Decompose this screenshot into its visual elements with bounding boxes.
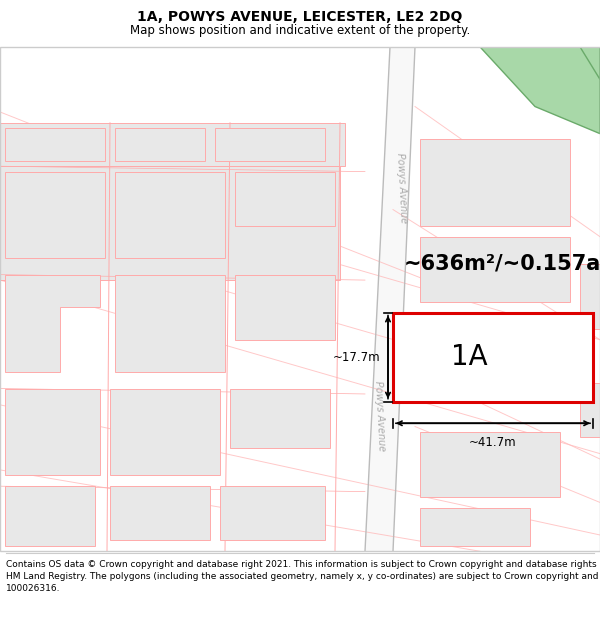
Bar	[5, 128, 105, 161]
Text: ~636m²/~0.157ac.: ~636m²/~0.157ac.	[404, 254, 600, 274]
Bar	[5, 172, 105, 258]
Text: 1A, POWYS AVENUE, LEICESTER, LE2 2DQ: 1A, POWYS AVENUE, LEICESTER, LE2 2DQ	[137, 10, 463, 24]
Bar	[5, 486, 95, 546]
Polygon shape	[530, 47, 600, 79]
Bar	[115, 172, 225, 258]
Bar	[420, 237, 570, 302]
Bar	[235, 172, 335, 226]
Bar	[393, 312, 593, 402]
Text: 1A: 1A	[451, 343, 487, 371]
Bar	[580, 383, 600, 438]
Bar	[110, 389, 220, 476]
Bar	[115, 128, 205, 161]
Bar	[230, 389, 330, 448]
Polygon shape	[0, 122, 345, 166]
Polygon shape	[0, 166, 340, 280]
Polygon shape	[365, 47, 415, 551]
Polygon shape	[480, 47, 600, 134]
Bar	[220, 486, 325, 541]
Bar	[235, 274, 335, 340]
Text: Contains OS data © Crown copyright and database right 2021. This information is : Contains OS data © Crown copyright and d…	[6, 560, 600, 592]
Text: Powys Avenue: Powys Avenue	[373, 380, 387, 451]
Polygon shape	[5, 274, 100, 372]
Bar	[580, 264, 600, 329]
Bar	[420, 139, 570, 226]
Bar	[420, 432, 560, 497]
Text: ~41.7m: ~41.7m	[469, 436, 517, 449]
Bar	[115, 274, 225, 372]
Bar	[420, 508, 530, 546]
Text: ~17.7m: ~17.7m	[332, 351, 380, 364]
Bar	[215, 128, 325, 161]
Text: Map shows position and indicative extent of the property.: Map shows position and indicative extent…	[130, 24, 470, 36]
Bar	[110, 486, 210, 541]
Bar	[5, 389, 100, 476]
Text: Powys Avenue: Powys Avenue	[395, 152, 409, 223]
